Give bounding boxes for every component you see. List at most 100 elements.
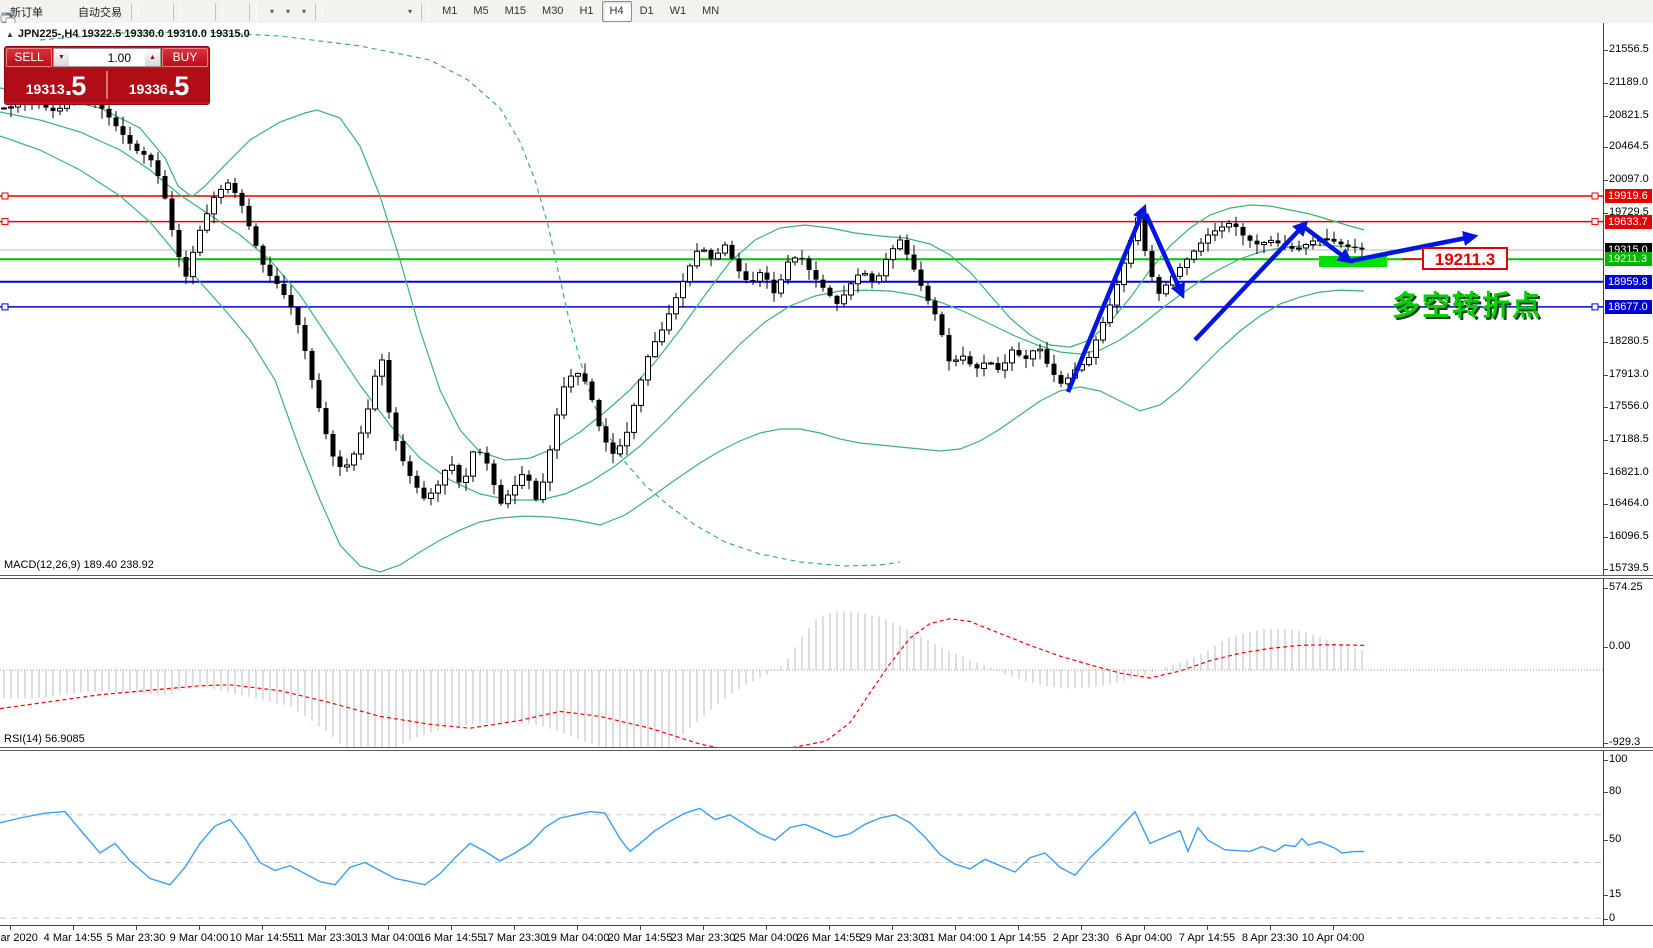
timeframe-M1[interactable]: M1 [442,5,458,17]
cn-annotation-text: 多空转折点 [1392,290,1543,321]
toolbar-separator [315,2,324,21]
crosshair-button[interactable] [2,1,344,26]
time-tick-label: 16 Mar 14:55 [418,932,484,944]
time-tick-label: 23 Mar 23:30 [670,932,736,944]
upper-band-line [0,87,1365,461]
time-tick-label: 1 Apr 14:55 [989,932,1047,944]
buy-price[interactable]: 19336.5 [128,71,189,101]
toolbar-separator [249,2,257,21]
vline-button[interactable] [7,1,352,26]
text-label-button[interactable]: T [1,1,400,25]
trend-arrow [1143,213,1185,299]
arrow-tools-button[interactable]: ▾ [2,1,416,25]
rsi-label: RSI(14) 56.9085 [4,733,85,745]
autotrade-button[interactable]: 自动交易 [1,1,126,26]
macd-signal-line [0,618,1365,747]
chart-autoscroll-button[interactable] [1,1,244,25]
time-axis[interactable]: 3 Mar 2020 4 Mar 14:555 Mar 23:309 Mar 04… [0,926,1653,948]
zoom-out-button[interactable] [1,1,202,27]
cursor-button[interactable] [5,1,336,26]
price-line-label: 19919.6 [1605,189,1652,203]
timeframe-D1[interactable]: D1 [639,5,654,17]
timeframe-H1[interactable]: H1 [579,5,594,17]
zoom-in-button[interactable] [1,1,194,27]
text-button[interactable]: A [4,1,392,28]
gold-button[interactable] [0,1,55,27]
time-tick-label: 10 Apr 04:00 [1301,932,1365,944]
time-axis-border [0,925,1653,926]
price-tick-label: 20464.5 [1609,140,1649,152]
tile-windows-button[interactable] [2,1,210,27]
macd-axis-label: 574.25 [1609,581,1643,593]
time-tick-label: 10 Mar 14:55 [229,932,295,944]
price-line-label: 19633.7 [1605,215,1652,229]
price-tick-label: 16821.0 [1609,466,1649,478]
price-chart-canvas[interactable] [0,23,1604,575]
timeframe-H4[interactable]: H4 [601,1,632,22]
panel-divider[interactable] [0,747,1653,751]
collapse-panel-icon[interactable]: ▲ [6,30,14,39]
macd-label: MACD(12,26,9) 189.40 238.92 [4,559,154,571]
volume-decrease-button[interactable]: ▼ [54,49,69,66]
trendline-button[interactable] [2,1,368,25]
chart-shift-button[interactable] [2,1,236,25]
price-tick-label: 21189.0 [1609,76,1648,88]
chart-title: ▲ JPN225-,H4 19322.5 19330.0 19310.0 1931… [6,28,250,40]
panel-divider[interactable] [0,575,1653,579]
hline-button[interactable] [2,1,360,23]
autotrade-label: 自动交易 [78,6,122,19]
time-tick-label: 5 Mar 23:30 [106,932,166,944]
macd-panel-canvas[interactable] [0,581,1604,747]
sell-button[interactable]: SELL [6,48,52,67]
rsi-axis-label: 100 [1609,753,1628,765]
lower-band-line [0,135,1365,573]
time-tick-label: 20 Mar 14:55 [607,932,673,944]
timeframe-M30[interactable]: M30 [542,5,564,17]
dropdown-caret-icon[interactable]: ▾ [286,7,291,16]
time-tick-label: 6 Apr 04:00 [1115,932,1173,944]
timeframe-group: M1 M5 M15 M30 H1 H4 D1 W1 MN [431,1,730,23]
dropdown-caret-icon[interactable]: ▾ [270,7,275,16]
price-tick-label: 18280.5 [1609,335,1649,347]
timeframe-M15[interactable]: M15 [504,5,527,17]
time-tick-label: 8 Apr 23:30 [1241,932,1299,944]
channel-button[interactable]: E [1,1,376,29]
price-line-label: 19211.3 [1605,252,1652,266]
timeframe-MN[interactable]: MN [702,5,720,17]
buy-button[interactable]: BUY [162,48,208,67]
new-order-label: 新订单 [10,6,43,19]
timeframe-M5[interactable]: M5 [473,5,489,17]
chart-window[interactable]: ▲ JPN225-,H4 19322.5 19330.0 19310.0 1931… [0,23,1653,948]
timeframe-W1[interactable]: W1 [669,5,687,17]
periods-button[interactable]: ▾ [1,1,294,27]
volume-input[interactable] [69,49,145,66]
dropdown-caret-icon[interactable]: ▾ [408,7,413,16]
price-tick-label: 20097.0 [1609,173,1649,185]
toolbar-separator [131,2,139,21]
fibonacci-button[interactable]: F [2,1,384,29]
volume-stepper: ▼ ▲ [53,48,161,67]
one-click-trading-panel: SELL ▼ ▲ BUY 19313.5 19336.5 [4,46,210,105]
rsi-axis-label: 15 [1609,888,1622,900]
templates-button[interactable]: ▾ [1,1,310,25]
rsi-panel-canvas[interactable] [0,752,1604,925]
volume-increase-button[interactable]: ▲ [145,49,160,66]
dropdown-caret-icon[interactable]: ▾ [302,7,307,16]
bars-chart-button[interactable] [2,1,152,25]
price-tick-label: 17556.0 [1609,400,1649,412]
time-tick-label: 17 Mar 23:30 [481,932,547,944]
sell-price[interactable]: 19313.5 [25,71,86,101]
indicators-button[interactable]: ▾ [1,1,278,27]
time-tick-label: 31 Mar 04:00 [922,932,988,944]
candles-chart-button[interactable] [2,1,160,26]
line-chart-button[interactable] [1,1,168,24]
price-callout-19211[interactable]: 19211.3 [1422,247,1508,270]
terminal-button[interactable] [1,1,63,26]
time-tick-label: 29 Mar 23:30 [859,932,925,944]
signal-button[interactable] [4,1,71,27]
chart-title-text: JPN225-,H4 19322.5 19330.0 19310.0 19315… [17,28,250,40]
price-axis-border [1603,23,1604,925]
trend-arrow [1065,203,1148,393]
time-tick-label: 2 Apr 23:30 [1052,932,1110,944]
